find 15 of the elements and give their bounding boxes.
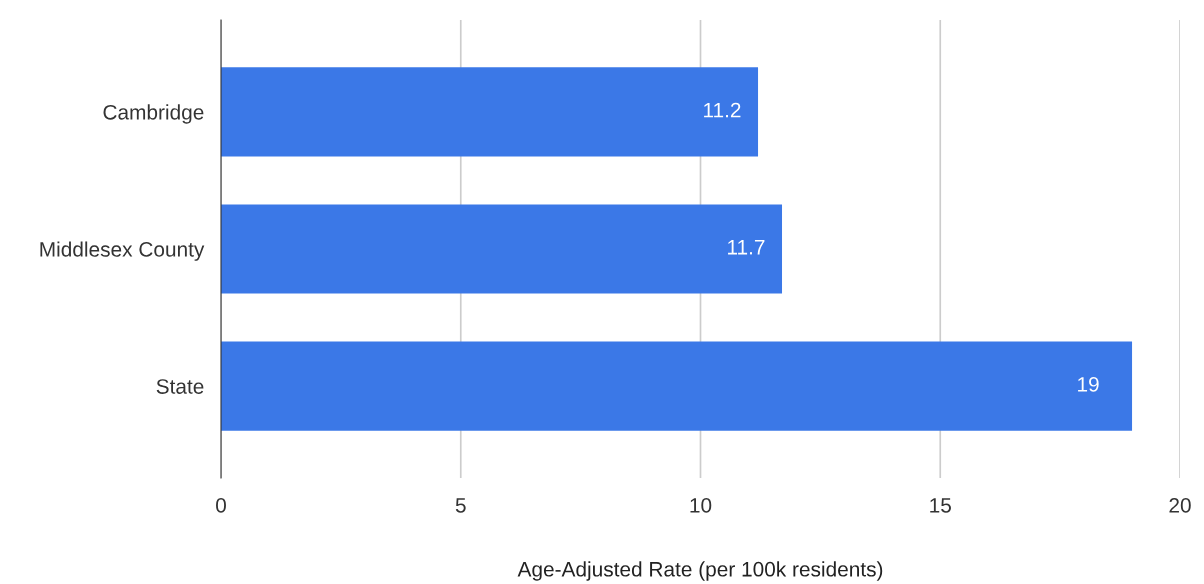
x-tick-label: 0 <box>216 497 226 513</box>
bar <box>221 204 783 294</box>
x-tick-label: 5 <box>455 498 466 513</box>
data-label: 11.2 <box>704 102 741 118</box>
bar <box>221 67 759 157</box>
bar <box>221 341 1133 431</box>
x-axis-title: Age-Adjusted Rate (per 100k residents) <box>517 561 883 581</box>
x-tick-label: 10 <box>690 497 712 513</box>
y-tick-label: State <box>156 379 204 394</box>
x-tick-label: 15 <box>930 498 951 513</box>
y-tick-label: Cambridge <box>103 104 204 124</box>
y-tick-label: Middlesex County <box>40 241 205 261</box>
x-tick-label: 20 <box>1169 497 1191 513</box>
data-label: 19 <box>1078 376 1099 392</box>
data-label: 11.7 <box>728 240 765 255</box>
